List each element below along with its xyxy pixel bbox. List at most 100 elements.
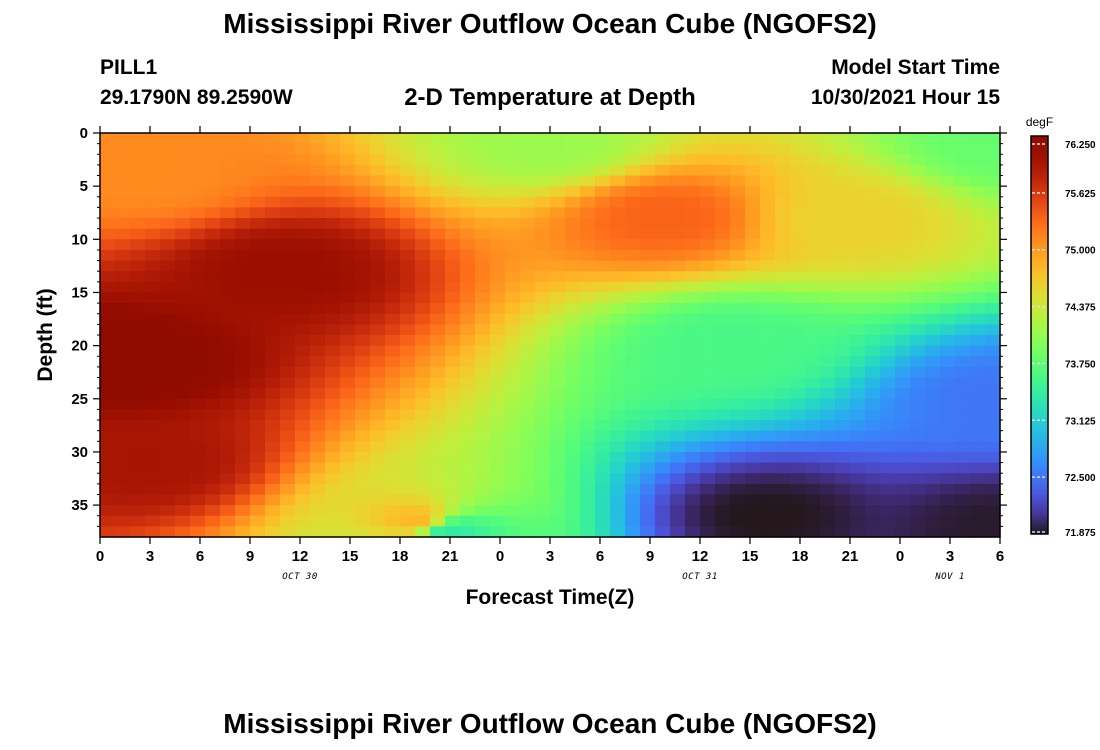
- heatmap-cell: [805, 249, 821, 262]
- heatmap-cell: [595, 313, 611, 325]
- heatmap-cell: [385, 345, 401, 357]
- heatmap-cell: [175, 451, 191, 464]
- heatmap-cell: [625, 409, 641, 421]
- heatmap-cell: [175, 324, 191, 336]
- heatmap-cell: [430, 292, 446, 304]
- heatmap-cell: [685, 133, 701, 145]
- heatmap-cell: [955, 388, 971, 400]
- heatmap-cell: [160, 515, 176, 527]
- heatmap-cell: [940, 175, 956, 187]
- heatmap-cell: [175, 420, 191, 432]
- heatmap-cell: [835, 345, 851, 357]
- heatmap-cell: [640, 377, 656, 389]
- heatmap-cell: [925, 398, 941, 411]
- heatmap-cell: [280, 430, 296, 442]
- heatmap-cell: [520, 356, 536, 368]
- heatmap-cell: [775, 292, 791, 304]
- heatmap-cell: [190, 313, 206, 325]
- heatmap-cell: [370, 228, 386, 240]
- heatmap-cell: [640, 228, 656, 240]
- heatmap-cell: [115, 143, 131, 155]
- heatmap-cell: [865, 398, 881, 411]
- heatmap-cell: [985, 462, 1001, 474]
- heatmap-cell: [220, 526, 236, 538]
- heatmap-cell: [340, 228, 356, 240]
- heatmap-cell: [265, 505, 281, 517]
- heatmap-cell: [145, 356, 161, 368]
- heatmap-cell: [940, 388, 956, 400]
- heatmap-cell: [595, 388, 611, 400]
- heatmap-cell: [355, 133, 371, 145]
- heatmap-cell: [760, 324, 776, 336]
- heatmap-cell: [175, 228, 191, 240]
- heatmap-cell: [130, 366, 146, 379]
- heatmap-cell: [325, 228, 341, 240]
- heatmap-cell: [550, 505, 566, 517]
- heatmap-cell: [655, 366, 671, 379]
- heatmap-cell: [940, 271, 956, 283]
- heatmap-cell: [565, 430, 581, 442]
- heatmap-cell: [940, 345, 956, 357]
- heatmap-cell: [805, 526, 821, 538]
- heatmap-cell: [790, 239, 806, 251]
- heatmap-cell: [865, 175, 881, 187]
- heatmap-cell: [250, 377, 266, 389]
- heatmap-cell: [490, 239, 506, 251]
- heatmap-cell: [430, 164, 446, 177]
- heatmap-cell: [235, 430, 251, 442]
- heatmap-cell: [640, 260, 656, 272]
- heatmap-cell: [670, 228, 686, 240]
- heatmap-cell: [340, 143, 356, 155]
- heatmap-cell: [385, 249, 401, 262]
- heatmap-cell: [460, 515, 476, 527]
- heatmap-cell: [760, 356, 776, 368]
- heatmap-cell: [790, 228, 806, 240]
- heatmap-cell: [355, 239, 371, 251]
- heatmap-cell: [925, 388, 941, 400]
- heatmap-cell: [340, 196, 356, 209]
- heatmap-cell: [610, 505, 626, 517]
- heatmap-cell: [115, 451, 131, 464]
- heatmap-cell: [460, 196, 476, 209]
- heatmap-cell: [715, 324, 731, 336]
- heatmap-cell: [445, 335, 461, 347]
- heatmap-cell: [265, 451, 281, 464]
- heatmap-cell: [445, 313, 461, 325]
- y-tick-label: 0: [80, 125, 88, 142]
- heatmap-cell: [565, 345, 581, 357]
- heatmap-cell: [535, 409, 551, 421]
- heatmap-cell: [685, 356, 701, 368]
- heatmap-cell: [460, 143, 476, 155]
- heatmap-cell: [925, 462, 941, 474]
- heatmap-cell: [310, 175, 326, 187]
- heatmap-cell: [475, 218, 491, 230]
- heatmap-cell: [415, 345, 431, 357]
- heatmap-cell: [820, 271, 836, 283]
- heatmap-cell: [415, 133, 431, 145]
- heatmap-cell: [490, 186, 506, 198]
- heatmap-cell: [835, 377, 851, 389]
- heatmap-cell: [190, 377, 206, 389]
- heatmap-cell: [310, 228, 326, 240]
- heatmap-cell: [730, 398, 746, 411]
- heatmap-cell: [925, 281, 941, 294]
- heatmap-cell: [205, 505, 221, 517]
- heatmap-cell: [295, 281, 311, 294]
- heatmap-cell: [985, 335, 1001, 347]
- heatmap-cell: [940, 196, 956, 209]
- heatmap-cell: [550, 175, 566, 187]
- heatmap-cell: [580, 218, 596, 230]
- heatmap-cell: [220, 356, 236, 368]
- heatmap-cell: [520, 420, 536, 432]
- heatmap-cell: [415, 239, 431, 251]
- heatmap-cell: [310, 207, 326, 219]
- heatmap-cell: [655, 133, 671, 145]
- heatmap-cell: [310, 505, 326, 517]
- heatmap-cell: [760, 483, 776, 496]
- heatmap-cell: [400, 505, 416, 517]
- heatmap-cell: [265, 409, 281, 421]
- heatmap-cell: [985, 515, 1001, 527]
- heatmap-cell: [190, 483, 206, 496]
- y-tick-label: 5: [80, 178, 88, 195]
- heatmap-cell: [835, 239, 851, 251]
